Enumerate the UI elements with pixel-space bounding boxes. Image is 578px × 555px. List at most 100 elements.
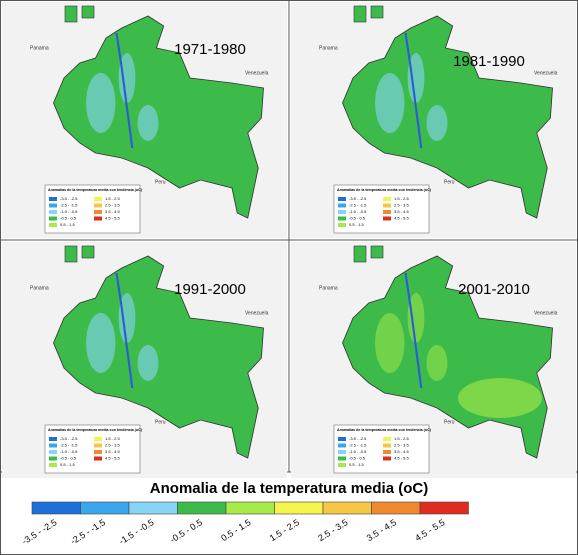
inset-swatch bbox=[49, 443, 57, 448]
anomaly-area bbox=[118, 293, 136, 343]
inset-swatch bbox=[338, 437, 346, 441]
inset-label: 4.5 - 5.5 bbox=[394, 216, 409, 221]
inset-label: 2.5 - 3.5 bbox=[105, 443, 120, 448]
legend-label: 4.5 - 5.5 bbox=[413, 517, 446, 543]
panel-title: 2001-2010 bbox=[458, 281, 530, 298]
inset-legend-box bbox=[44, 184, 141, 234]
inset-swatch bbox=[383, 203, 391, 208]
inset-swatch bbox=[94, 443, 102, 448]
inset-swatch bbox=[338, 456, 346, 461]
inset-label: 4.5 - 5.5 bbox=[105, 216, 120, 221]
inset-swatch bbox=[94, 197, 102, 201]
inset-swatch bbox=[338, 216, 346, 221]
inset-label: -2.5 - -1.5 bbox=[349, 203, 367, 208]
map bbox=[52, 15, 265, 219]
anomaly-area bbox=[426, 105, 448, 141]
island bbox=[81, 245, 95, 259]
inset-swatch bbox=[49, 203, 57, 208]
inset-swatch bbox=[338, 197, 346, 201]
inset-swatch bbox=[49, 210, 57, 214]
inset-swatch bbox=[383, 456, 391, 461]
inset-label: 0.5 - 1.5 bbox=[60, 222, 75, 227]
inset-swatch bbox=[338, 203, 346, 208]
anomaly-area bbox=[137, 105, 159, 141]
inset-swatch bbox=[49, 197, 57, 201]
inset-label: 1.5 - 2.5 bbox=[105, 196, 120, 201]
island bbox=[81, 5, 95, 19]
inset-label: 2.5 - 3.5 bbox=[394, 203, 409, 208]
anomaly-area bbox=[407, 53, 425, 103]
anomaly-area bbox=[86, 73, 116, 133]
inset-swatch bbox=[383, 216, 391, 221]
island bbox=[64, 5, 78, 23]
inset-swatch bbox=[338, 210, 346, 214]
island bbox=[353, 5, 367, 23]
inset-legend: Anomalias de la temperatura media con te… bbox=[333, 424, 432, 474]
map-label: Peru bbox=[444, 419, 455, 425]
inset-legend-title: Anomalias de la temperatura media con te… bbox=[337, 188, 432, 192]
legend-label: 2.5 - 3.5 bbox=[316, 517, 349, 543]
inset-label: 3.5 - 4.5 bbox=[394, 449, 409, 454]
anomaly-area bbox=[407, 293, 425, 343]
inset-label: -3.5 - -2.5 bbox=[60, 436, 78, 441]
anomaly-area bbox=[458, 378, 542, 418]
inset-swatch bbox=[338, 223, 346, 227]
legend-label: 1.5 - 2.5 bbox=[268, 517, 301, 543]
river bbox=[115, 272, 134, 389]
inset-label: 1.5 - 2.5 bbox=[394, 436, 409, 441]
inset-label: 1.5 - 2.5 bbox=[394, 196, 409, 201]
legend-swatch bbox=[274, 501, 324, 515]
inset-swatch bbox=[383, 437, 391, 441]
map bbox=[341, 15, 554, 219]
legend-swatch bbox=[80, 501, 130, 515]
inset-swatch bbox=[49, 463, 57, 467]
inset-legend-box bbox=[333, 424, 430, 474]
inset-legend-title: Anomalias de la temperatura media con te… bbox=[48, 428, 143, 432]
legend-swatch bbox=[225, 501, 275, 515]
inset-label: 3.5 - 4.5 bbox=[105, 449, 120, 454]
inset-label: 4.5 - 5.5 bbox=[105, 456, 120, 461]
map bbox=[341, 255, 554, 459]
legend-label: -2.5 - -1.5 bbox=[69, 517, 107, 546]
inset-swatch bbox=[338, 443, 346, 448]
inset-label: -3.5 - -2.5 bbox=[349, 436, 367, 441]
inset-swatch bbox=[94, 437, 102, 441]
inset-label: -1.5 - -0.5 bbox=[60, 449, 78, 454]
legend-swatch bbox=[128, 501, 178, 515]
map-label: Venezuela bbox=[534, 310, 558, 316]
map-panel: 2001-2010 Venezuela Peru Panama Anomalias de… bbox=[291, 242, 576, 478]
inset-label: -0.5 - 0.5 bbox=[60, 456, 77, 461]
inset-swatch bbox=[338, 463, 346, 467]
map-panel: 1971-1980 Venezuela Peru Panama Anomalias de… bbox=[2, 2, 287, 238]
map-label: Panama bbox=[319, 45, 338, 51]
river bbox=[404, 272, 423, 389]
inset-swatch bbox=[383, 443, 391, 448]
inset-label: 0.5 - 1.5 bbox=[349, 222, 364, 227]
inset-legend-title: Anomalias de la temperatura media con te… bbox=[337, 428, 432, 432]
inset-label: -0.5 - 0.5 bbox=[349, 216, 366, 221]
map-panel: 1981-1990 Venezuela Peru Panama Anomalias de… bbox=[291, 2, 576, 238]
inset-label: -3.5 - -2.5 bbox=[349, 196, 367, 201]
legend-label: -0.5 - 0.5 bbox=[168, 517, 204, 545]
inset-label: -1.5 - -0.5 bbox=[349, 449, 367, 454]
anomaly-area bbox=[137, 345, 159, 381]
map-label: Panama bbox=[30, 45, 49, 51]
inset-swatch bbox=[94, 216, 102, 221]
inset-swatch bbox=[49, 456, 57, 461]
legend-title: Anomalia de la temperatura media (oC) bbox=[150, 480, 428, 497]
anomaly-area bbox=[118, 53, 136, 103]
map-label: Panama bbox=[30, 285, 49, 291]
inset-label: 2.5 - 3.5 bbox=[105, 203, 120, 208]
inset-label: -1.5 - -0.5 bbox=[349, 209, 367, 214]
inset-label: 0.5 - 1.5 bbox=[349, 462, 364, 467]
inset-legend: Anomalias de la temperatura media con te… bbox=[333, 184, 432, 234]
panel-title: 1971-1980 bbox=[174, 41, 246, 58]
inset-swatch bbox=[94, 456, 102, 461]
inset-label: 0.5 - 1.5 bbox=[60, 462, 75, 467]
map-panel: 1991-2000 Venezuela Peru Panama Anomalias de… bbox=[2, 242, 287, 478]
legend-swatch bbox=[177, 501, 227, 515]
inset-legend: Anomalias de la temperatura media con te… bbox=[44, 424, 143, 474]
map-label: Peru bbox=[155, 179, 166, 185]
river bbox=[115, 32, 134, 149]
